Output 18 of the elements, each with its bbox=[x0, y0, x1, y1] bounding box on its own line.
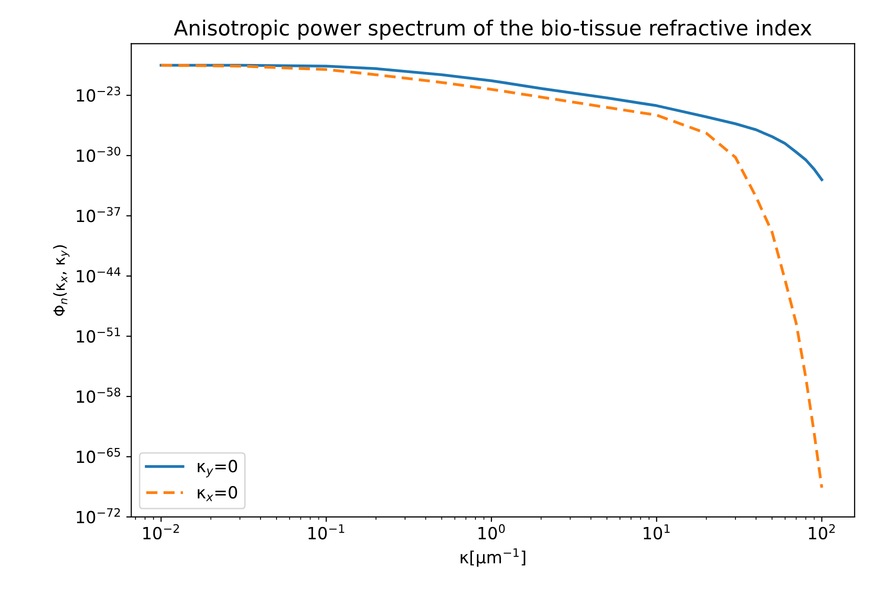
chart-title: Anisotropic power spectrum of the bio-tissue refractive index bbox=[174, 20, 812, 40]
y-axis-title: Φ$_{n}$(κ$_{x}$, κ$_{y}$) bbox=[53, 245, 70, 316]
x-tick-label: 10$^{2}$ bbox=[808, 524, 835, 540]
y-tick-label: 10$^{−51}$ bbox=[76, 328, 120, 343]
y-tick-label: 10$^{−65}$ bbox=[76, 448, 120, 464]
y-tick-label: 10$^{−37}$ bbox=[76, 206, 120, 222]
x-axis-title: κ[μm$^{−1}$] bbox=[460, 548, 526, 567]
legend-label: κ$_{y}$=0 bbox=[198, 460, 238, 478]
x-tick-label: 10$^{1}$ bbox=[644, 524, 670, 540]
y-tick-label: 10$^{−30}$ bbox=[76, 146, 120, 162]
y-tick-label: 10$^{−58}$ bbox=[76, 388, 120, 403]
x-tick-label: 10$^{0}$ bbox=[478, 524, 505, 540]
y-tick-label: 10$^{−23}$ bbox=[76, 86, 120, 102]
legend-label: κ$_{x}$=0 bbox=[198, 486, 238, 502]
y-tick-label: 10$^{−72}$ bbox=[76, 508, 120, 524]
x-tick-label: 10$^{−2}$ bbox=[143, 524, 179, 540]
x-tick-label: 10$^{−1}$ bbox=[308, 524, 344, 540]
y-tick-label: 10$^{−44}$ bbox=[76, 267, 120, 282]
